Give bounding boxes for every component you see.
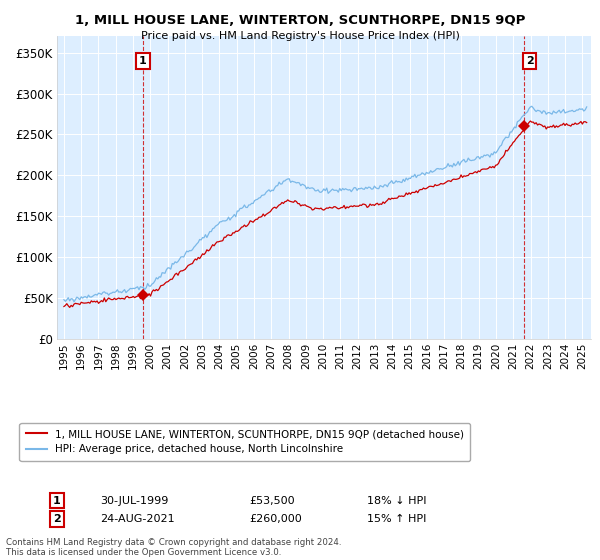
Text: 18% ↓ HPI: 18% ↓ HPI — [367, 496, 426, 506]
Text: 1: 1 — [53, 496, 61, 506]
Text: £53,500: £53,500 — [249, 496, 295, 506]
Text: 1, MILL HOUSE LANE, WINTERTON, SCUNTHORPE, DN15 9QP: 1, MILL HOUSE LANE, WINTERTON, SCUNTHORP… — [75, 14, 525, 27]
Text: £260,000: £260,000 — [249, 514, 302, 524]
Text: Price paid vs. HM Land Registry's House Price Index (HPI): Price paid vs. HM Land Registry's House … — [140, 31, 460, 41]
Text: 1: 1 — [139, 56, 147, 66]
Text: 24-AUG-2021: 24-AUG-2021 — [100, 514, 175, 524]
Text: 30-JUL-1999: 30-JUL-1999 — [100, 496, 168, 506]
Text: 2: 2 — [526, 56, 533, 66]
Text: Contains HM Land Registry data © Crown copyright and database right 2024.
This d: Contains HM Land Registry data © Crown c… — [6, 538, 341, 557]
Text: 15% ↑ HPI: 15% ↑ HPI — [367, 514, 426, 524]
Text: 2: 2 — [53, 514, 61, 524]
Legend: 1, MILL HOUSE LANE, WINTERTON, SCUNTHORPE, DN15 9QP (detached house), HPI: Avera: 1, MILL HOUSE LANE, WINTERTON, SCUNTHORP… — [19, 423, 470, 460]
